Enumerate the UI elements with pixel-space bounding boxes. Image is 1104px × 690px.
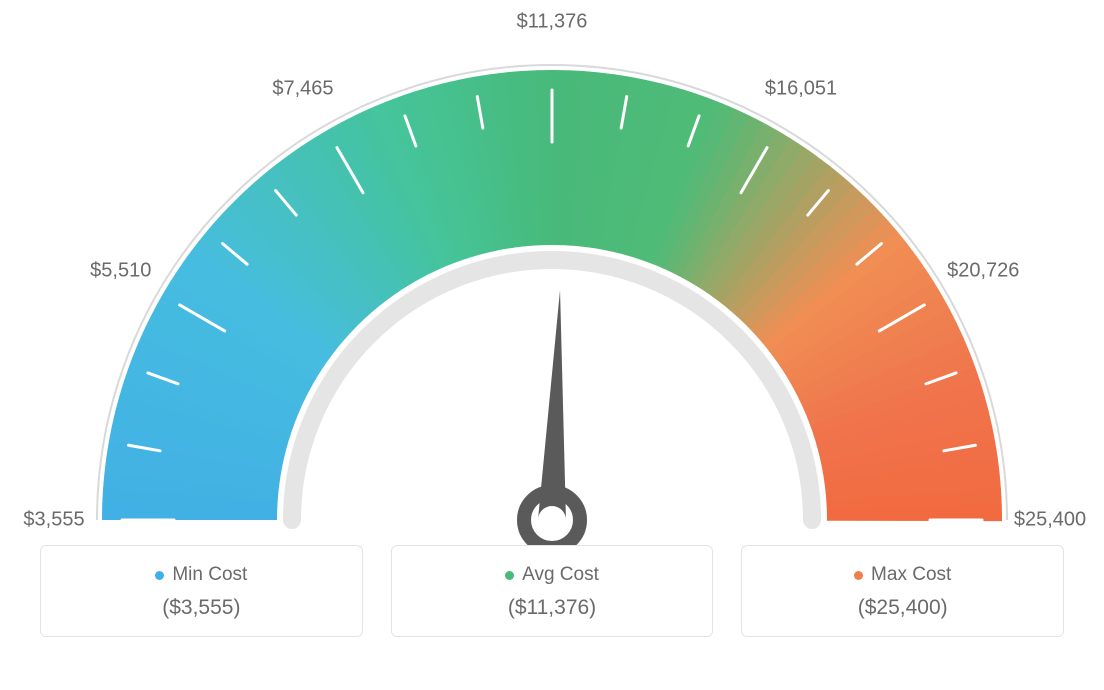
legend-title-min: Min Cost [155, 564, 247, 586]
legend-card-avg: Avg Cost ($11,376) [391, 545, 714, 637]
legend-value-avg: ($11,376) [402, 596, 703, 620]
legend-card-max: Max Cost ($25,400) [741, 545, 1064, 637]
gauge-tick-label: $11,376 [517, 11, 588, 34]
gauge-svg [0, 20, 1104, 550]
legend-dot-min [155, 571, 164, 580]
gauge-tick-label: $20,726 [947, 259, 1019, 282]
gauge-tick-label: $16,051 [765, 77, 837, 100]
legend-row: Min Cost ($3,555) Avg Cost ($11,376) Max… [40, 545, 1064, 637]
legend-title-max: Max Cost [854, 564, 951, 586]
legend-title-avg: Avg Cost [505, 564, 599, 586]
gauge-tick-label: $25,400 [1014, 509, 1086, 532]
cost-gauge-chart: $3,555 $5,510 $7,465 $11,376 $16,051 $20,726 $… [0, 0, 1104, 690]
legend-value-min: ($3,555) [51, 596, 352, 620]
gauge-area: $3,555 $5,510 $7,465 $11,376 $16,051 $20,726 $… [0, 0, 1104, 530]
legend-value-max: ($25,400) [752, 596, 1053, 620]
legend-dot-max [854, 571, 863, 580]
legend-dot-avg [505, 571, 514, 580]
gauge-tick-label: $3,555 [23, 509, 84, 532]
legend-label-min: Min Cost [172, 564, 247, 586]
legend-label-max: Max Cost [871, 564, 951, 586]
gauge-tick-label: $5,510 [90, 259, 151, 282]
gauge-tick-label: $7,465 [272, 77, 333, 100]
legend-card-min: Min Cost ($3,555) [40, 545, 363, 637]
legend-label-avg: Avg Cost [522, 564, 599, 586]
